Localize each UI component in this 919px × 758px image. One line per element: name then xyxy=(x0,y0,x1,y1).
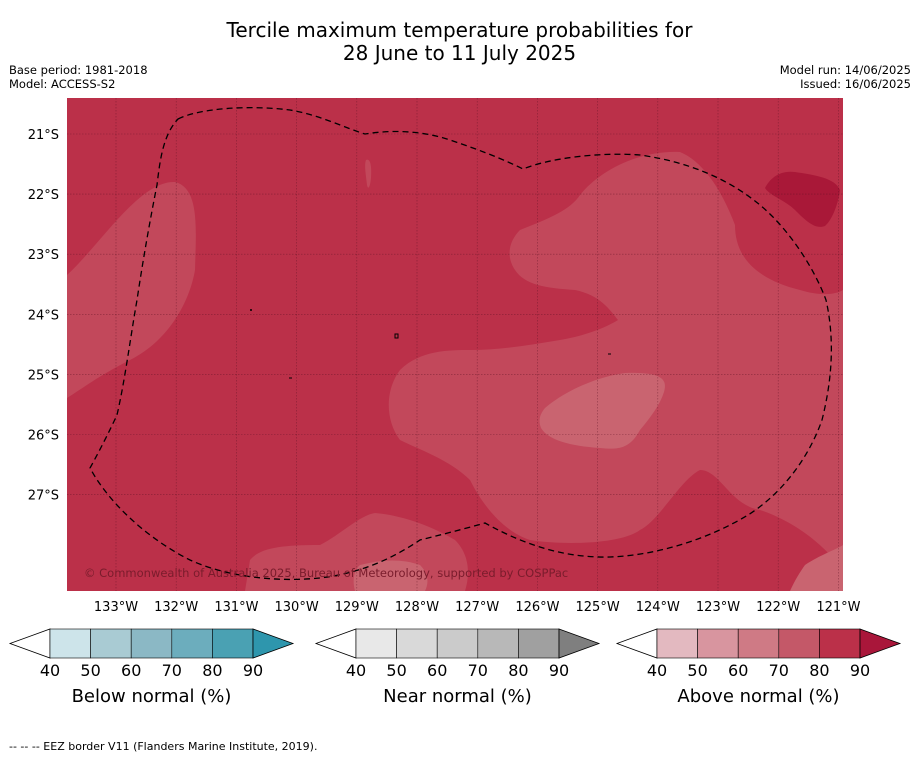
title-line-2: 28 June to 11 July 2025 xyxy=(342,41,577,65)
lon-tick-label: 133°W xyxy=(94,600,138,615)
colorbar-tick-label: 70 xyxy=(468,661,488,680)
colorbar-segment xyxy=(518,628,560,659)
lon-tick-label: 123°W xyxy=(696,600,740,615)
colorbar-under-triangle xyxy=(314,628,357,659)
colorbar-segment xyxy=(737,628,780,659)
run-info-left: Base period: 1981-2018 Model: ACCESS-S2 xyxy=(9,63,148,91)
colorbar-segment xyxy=(656,628,698,659)
lon-tick-label: 125°W xyxy=(576,600,620,615)
lat-tick-label: 26°S xyxy=(28,429,59,444)
contour-left-light xyxy=(67,181,196,398)
base-period: Base period: 1981-2018 xyxy=(9,63,148,77)
issued-date: Issued: 16/06/2025 xyxy=(800,77,911,91)
colorbar-over-triangle xyxy=(859,628,902,659)
colorbar-tick-label: 90 xyxy=(549,661,569,680)
colorbar-segment xyxy=(171,628,213,659)
title-line-1: Tercile maximum temperature probabilitie… xyxy=(226,18,693,42)
colorbar-tick-label: 60 xyxy=(728,661,748,680)
contour-northeast-dark xyxy=(765,171,840,227)
probability-map xyxy=(67,98,843,591)
colorbar-tick-label: 40 xyxy=(346,661,366,680)
lat-tick-label: 23°S xyxy=(28,248,59,263)
colorbar-3: 40 50 60 70 80 90 Above normal (%) xyxy=(615,628,902,707)
lat-tick-label: 22°S xyxy=(28,188,59,203)
longitude-labels: 133°W 132°W 131°W 130°W 129°W 128°W 127°W 126°W… xyxy=(94,600,861,615)
page-title: Tercile maximum temperature probabilitie… xyxy=(0,19,919,65)
contour-east-light xyxy=(388,151,843,570)
colorbar-segment xyxy=(819,628,861,659)
lat-tick-label: 27°S xyxy=(28,489,59,504)
colorbar-tick-label: 60 xyxy=(427,661,447,680)
lon-tick-label: 131°W xyxy=(214,600,258,615)
colorbar-tick-label: 40 xyxy=(647,661,667,680)
colorbar-segment xyxy=(130,628,173,659)
copyright-note: © Commonwealth of Australia 2025, Bureau… xyxy=(84,566,568,580)
colorbar-segment xyxy=(212,628,254,659)
island-marker xyxy=(394,333,399,339)
lon-tick-label: 121°W xyxy=(816,600,860,615)
colorbar-segment xyxy=(778,628,820,659)
colorbar-segment xyxy=(477,628,519,659)
colorbar-tick-label: 90 xyxy=(850,661,870,680)
run-info-right: Model run: 14/06/2025 Issued: 16/06/2025 xyxy=(780,63,911,91)
contour-south-lightest xyxy=(790,545,843,591)
islands xyxy=(250,309,611,379)
lat-tick-label: 21°S xyxy=(28,128,59,143)
colorbar-tick-label: 70 xyxy=(162,661,182,680)
colorbar-tick-label: 50 xyxy=(80,661,100,680)
lon-tick-label: 127°W xyxy=(455,600,499,615)
lon-tick-label: 132°W xyxy=(154,600,198,615)
colorbar-segment xyxy=(90,628,132,659)
lon-tick-label: 130°W xyxy=(275,600,319,615)
colorbar-2: 40 50 60 70 80 90 Near normal (%) xyxy=(314,628,601,707)
colorbar-title: Near normal (%) xyxy=(383,686,532,707)
lat-tick-label: 25°S xyxy=(28,368,59,383)
colorbar-segment xyxy=(436,628,479,659)
lon-tick-label: 122°W xyxy=(756,600,800,615)
eez-border xyxy=(89,107,833,581)
colorbar-tick-label: 80 xyxy=(202,661,222,680)
colorbar-segment xyxy=(355,628,397,659)
colorbar-segment xyxy=(49,628,91,659)
contour-center-lightest xyxy=(539,372,665,449)
colorbar-segment xyxy=(396,628,438,659)
colorbar-tick-label: 50 xyxy=(687,661,707,680)
colorbar-tick-label: 90 xyxy=(243,661,263,680)
model-name: Model: ACCESS-S2 xyxy=(9,77,116,91)
colorbar-under-triangle xyxy=(8,628,51,659)
colorbar-segment xyxy=(697,628,739,659)
colorbar-title: Above normal (%) xyxy=(677,686,839,707)
colorbar-tick-label: 80 xyxy=(809,661,829,680)
lon-tick-label: 124°W xyxy=(636,600,680,615)
colorbar-tick-label: 70 xyxy=(769,661,789,680)
colorbar-over-triangle xyxy=(252,628,295,659)
island-marker xyxy=(250,309,252,311)
colorbar-1: 40 50 60 70 80 90 Below normal (%) xyxy=(8,628,295,707)
eez-footnote: -- -- -- EEZ border V11 (Flanders Marine… xyxy=(9,740,318,753)
model-run: Model run: 14/06/2025 xyxy=(779,63,911,77)
colorbar-legends: 40 50 60 70 80 90 Below normal (%) 40 50 60 70 80 90… xyxy=(8,628,902,707)
lat-tick-label: 24°S xyxy=(28,308,59,323)
colorbar-tick-label: 60 xyxy=(121,661,141,680)
lon-tick-label: 129°W xyxy=(335,600,379,615)
latitude-labels: 21°S 22°S 23°S 24°S 25°S 26°S 27°S xyxy=(28,128,59,504)
colorbar-tick-label: 40 xyxy=(40,661,60,680)
colorbar-tick-label: 50 xyxy=(386,661,406,680)
lon-tick-label: 128°W xyxy=(395,600,439,615)
colorbar-title: Below normal (%) xyxy=(72,686,232,707)
colorbar-over-triangle xyxy=(558,628,601,659)
graticule xyxy=(67,98,843,591)
sliver-north xyxy=(365,159,372,188)
contour-bottom-lightest xyxy=(353,560,428,591)
colorbar-tick-label: 80 xyxy=(508,661,528,680)
lon-tick-label: 126°W xyxy=(515,600,559,615)
colorbar-under-triangle xyxy=(615,628,658,659)
